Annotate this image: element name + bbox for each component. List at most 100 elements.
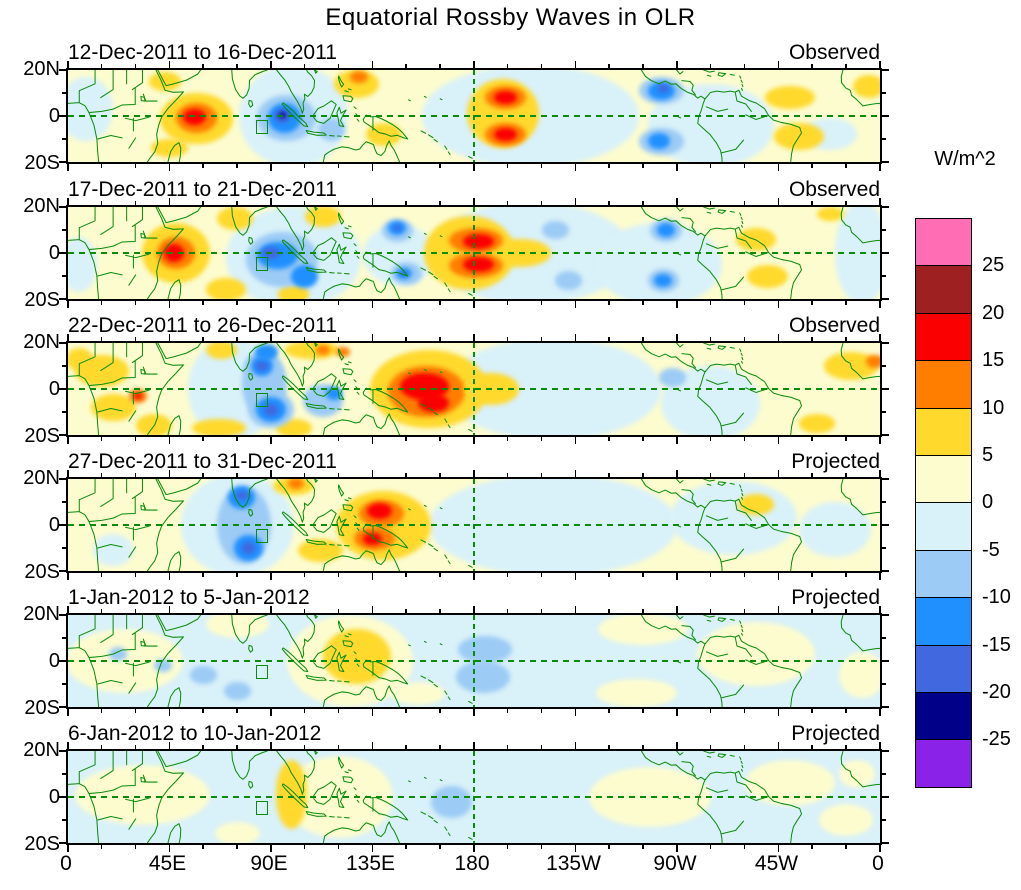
map-panel: 17-Dec-2011 to 21-Dec-2011 Observed 20N 0 20… xyxy=(23,178,889,311)
tick-mark xyxy=(882,411,886,413)
tick-mark xyxy=(371,301,373,308)
panel-date-range: 22-Dec-2011 to 26-Dec-2011 xyxy=(68,314,337,337)
y-axis-label-20s: 20S xyxy=(24,697,60,719)
tick-mark xyxy=(62,275,66,277)
colorbar-tick-label: -10 xyxy=(982,586,1011,609)
tick-mark xyxy=(845,709,847,713)
tick-mark xyxy=(202,609,204,613)
dateline-dashline xyxy=(473,207,475,299)
tick-mark xyxy=(59,298,66,300)
tick-mark xyxy=(439,301,441,305)
tick-mark xyxy=(67,164,69,171)
tick-mark xyxy=(405,201,407,205)
tick-mark xyxy=(168,334,170,341)
y-axis-label-20n: 20N xyxy=(23,331,60,353)
tick-mark xyxy=(59,842,66,844)
tick-mark xyxy=(270,709,272,716)
y-axis-label-0: 0 xyxy=(48,514,60,536)
tick-mark xyxy=(777,61,779,68)
tick-mark xyxy=(100,745,103,749)
anomaly-blob xyxy=(189,665,217,684)
anomaly-blob xyxy=(336,346,350,358)
tick-mark xyxy=(743,164,746,168)
tick-mark xyxy=(882,388,889,390)
tick-mark xyxy=(59,614,66,616)
anomaly-blob xyxy=(135,414,172,435)
tick-mark xyxy=(777,742,779,749)
coastline-map xyxy=(68,479,880,571)
tick-mark xyxy=(642,745,644,749)
tick-mark xyxy=(882,637,886,639)
anomaly-blob xyxy=(764,86,815,110)
tick-mark xyxy=(67,334,69,341)
tick-mark xyxy=(59,69,66,71)
tick-mark xyxy=(845,473,847,477)
tick-mark xyxy=(337,201,340,205)
tick-mark xyxy=(879,742,881,749)
tick-mark xyxy=(540,437,543,441)
tick-mark xyxy=(473,573,475,580)
anomaly-blob xyxy=(417,393,450,412)
coastline-map xyxy=(68,615,880,707)
tick-mark xyxy=(811,745,813,749)
anomaly-blob xyxy=(462,234,495,249)
tick-mark xyxy=(709,337,712,341)
y-axis-label-0: 0 xyxy=(48,105,60,127)
tick-mark xyxy=(439,709,441,713)
tick-mark xyxy=(270,437,272,444)
tick-mark xyxy=(236,609,238,613)
tick-mark xyxy=(168,709,170,716)
panel-map-area xyxy=(68,343,880,435)
tick-mark xyxy=(405,301,407,305)
tick-mark xyxy=(202,201,204,205)
tick-mark xyxy=(62,773,66,775)
tick-mark xyxy=(62,819,66,821)
tick-mark xyxy=(337,301,340,305)
anomaly-blob xyxy=(654,273,673,288)
panel-map-area xyxy=(68,615,880,707)
anomaly-blob xyxy=(670,481,797,555)
tick-mark xyxy=(168,198,170,205)
tick-mark xyxy=(405,337,407,341)
anomaly-blob xyxy=(866,354,880,369)
tick-mark xyxy=(337,437,340,441)
tick-mark xyxy=(845,201,847,205)
tick-mark xyxy=(100,337,103,341)
tick-mark xyxy=(270,573,272,580)
tick-mark xyxy=(168,606,170,613)
tick-mark xyxy=(270,470,272,477)
anomaly-blob xyxy=(90,393,136,422)
tick-mark xyxy=(845,437,847,441)
tick-mark xyxy=(743,745,746,749)
coastline-map xyxy=(68,207,880,299)
tick-mark xyxy=(62,365,66,367)
tick-mark xyxy=(202,164,204,168)
tick-mark xyxy=(59,660,66,662)
y-axis-label-20s: 20S xyxy=(24,425,60,447)
tick-mark xyxy=(100,845,103,849)
tick-mark xyxy=(337,337,340,341)
tick-mark xyxy=(100,573,103,577)
x-axis-tick-label: 45W xyxy=(754,852,799,875)
tick-mark xyxy=(608,845,610,849)
tick-mark xyxy=(882,365,886,367)
tick-mark xyxy=(134,301,137,305)
tick-mark xyxy=(879,845,881,852)
tick-mark xyxy=(879,334,881,341)
tick-mark xyxy=(777,334,779,341)
tick-mark xyxy=(882,614,889,616)
tick-mark xyxy=(134,437,137,441)
tick-mark xyxy=(506,64,509,68)
tick-mark xyxy=(574,437,576,444)
anomaly-blob xyxy=(214,822,260,843)
tick-mark xyxy=(236,337,238,341)
anomaly-blob xyxy=(598,615,689,645)
anomaly-blob xyxy=(541,220,569,240)
tick-mark xyxy=(811,437,813,441)
tick-mark xyxy=(337,609,340,613)
tick-mark xyxy=(879,709,881,716)
tick-mark xyxy=(270,164,272,171)
tick-mark xyxy=(303,745,306,749)
tick-mark xyxy=(371,470,373,477)
tick-mark xyxy=(67,742,69,749)
